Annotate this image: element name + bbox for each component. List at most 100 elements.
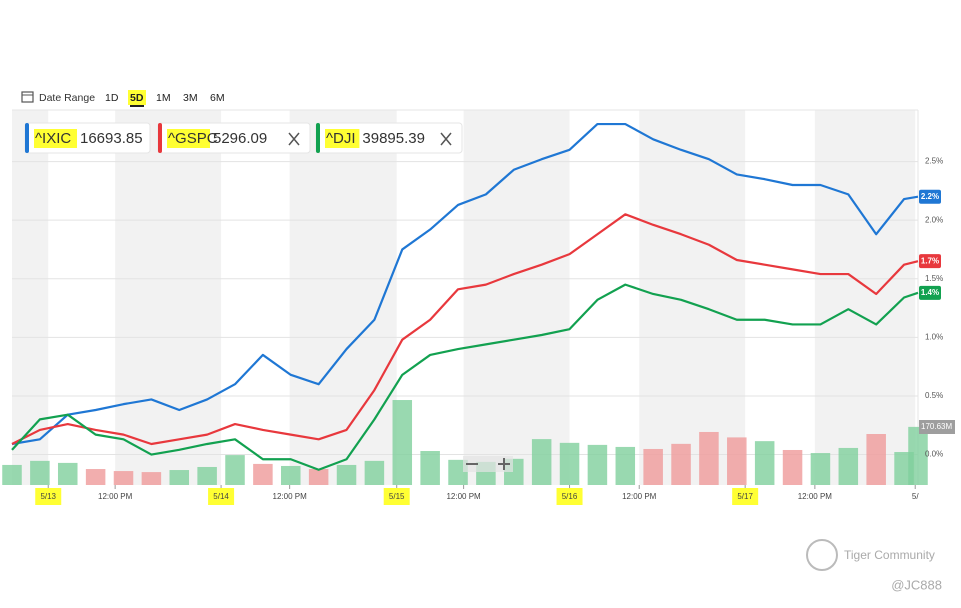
volume-bar <box>197 466 217 485</box>
volume-bar <box>364 460 385 485</box>
range-button[interactable]: 3M <box>183 92 198 104</box>
date-range-button[interactable]: Date Range <box>39 92 95 104</box>
zoom-controls <box>463 456 513 472</box>
volume-bar <box>392 400 413 485</box>
x-tick-label: 12:00 PM <box>446 492 481 501</box>
x-tick-label: 5/15 <box>389 492 405 501</box>
range-buttons: 1D 5D 1M 3M 6M <box>105 90 225 107</box>
y-tick-label: 1.5% <box>925 274 943 283</box>
zoom-bg <box>463 456 513 472</box>
tick-highlight <box>556 488 583 505</box>
legend-chip[interactable]: ^IXIC 16693.85 <box>24 122 151 154</box>
volume-bar <box>587 444 608 485</box>
x-tick-label: 12:00 PM <box>798 492 833 501</box>
x-tick-label: 12:00 PM <box>98 492 133 501</box>
volume-bar <box>531 439 552 485</box>
volume-bar <box>866 434 886 485</box>
session-band <box>289 110 397 485</box>
x-tick-label: 5/16 <box>562 492 578 501</box>
series-line <box>11 213 919 446</box>
legend-price: 16693.85 <box>80 130 143 147</box>
volume-bar <box>559 442 580 485</box>
volume-bar <box>420 451 440 485</box>
remove-button[interactable] <box>288 132 300 146</box>
active-underline <box>130 105 144 107</box>
x-tick-label: 5/14 <box>213 492 229 501</box>
session-band <box>639 110 746 485</box>
volume-bar <box>57 462 78 485</box>
chip-stripe <box>158 123 162 153</box>
y-tick-label: 1.0% <box>925 332 943 341</box>
toolbar: Date Range <box>21 91 95 104</box>
volume-bars <box>2 400 928 485</box>
symbol-highlight <box>167 129 210 148</box>
session-band <box>12 110 49 485</box>
end-label: 1.7% <box>921 256 939 265</box>
y-tick-label: 2.0% <box>925 215 943 224</box>
legend-chip[interactable]: ^DJI 39895.39 <box>315 122 463 154</box>
legend-symbol: ^DJI <box>326 130 356 147</box>
remove-button[interactable] <box>440 132 452 146</box>
volume-bar <box>169 470 190 485</box>
y-tick-label: 0.0% <box>925 450 943 459</box>
end-label: 1.4% <box>921 288 939 297</box>
x-tick-label: 5/13 <box>40 492 56 501</box>
watermark: Tiger Community @JC888 <box>806 539 942 592</box>
volume-bar <box>810 453 831 485</box>
range-button[interactable]: 1D <box>105 92 119 104</box>
grid <box>12 161 918 456</box>
chip-stripe <box>25 123 29 153</box>
tick-highlight <box>35 488 62 505</box>
calendar-icon <box>21 91 34 103</box>
series-line <box>11 122 919 446</box>
legend-price: 5296.09 <box>213 130 267 147</box>
end-label: 2.2% <box>921 192 939 201</box>
x-tick-label: 5/17 <box>737 492 753 501</box>
y-tick-label: 2.5% <box>925 157 943 166</box>
volume-bar <box>113 471 134 485</box>
chip-stripe <box>316 123 320 153</box>
session-bands <box>12 109 919 485</box>
volume-bar <box>141 472 162 485</box>
volume-bar <box>671 443 691 485</box>
legend-symbol: ^GSPC <box>168 130 218 147</box>
volume-bar <box>281 465 301 485</box>
end-badge <box>919 285 941 300</box>
session-band <box>814 110 916 485</box>
volume-bar <box>85 469 106 485</box>
volume-bar <box>908 426 928 485</box>
end-badge <box>919 189 941 204</box>
axes: 0.0% 0.5% 1.0% 1.5% 2.0% 2.5% 5/13 12:00 PM 5/14… <box>35 157 955 505</box>
volume-bar <box>2 464 22 485</box>
range-button[interactable]: 1M <box>156 92 171 104</box>
range-button[interactable]: 6M <box>210 92 225 104</box>
volume-bar <box>699 431 719 485</box>
series-line <box>11 283 919 471</box>
symbol-highlight <box>325 129 360 148</box>
legend-symbol: ^IXIC <box>35 130 71 147</box>
x-tick-label: 12:00 PM <box>622 492 657 501</box>
session-band <box>115 110 222 485</box>
session-band <box>463 110 570 485</box>
volume-label: 170.63M <box>921 422 952 431</box>
volume-bar <box>782 449 803 485</box>
volume-bar <box>643 448 663 485</box>
volume-bar <box>838 447 859 485</box>
symbol-highlight <box>34 129 77 148</box>
volume-bar <box>448 459 468 485</box>
y-tick-label: 0.5% <box>925 391 943 400</box>
lines <box>11 122 919 471</box>
volume-bar <box>253 463 273 485</box>
volume-bar <box>225 455 245 485</box>
volume-bar <box>336 464 357 485</box>
tick-highlight <box>732 488 759 505</box>
legend-price: 39895.39 <box>362 130 425 147</box>
watermark-brand: Tiger Community <box>844 548 935 562</box>
volume-label-bg <box>919 420 955 434</box>
active-highlight <box>128 90 146 105</box>
volume-bar <box>754 441 775 485</box>
watermark-logo <box>806 539 838 571</box>
range-button[interactable]: 5D <box>130 92 144 104</box>
